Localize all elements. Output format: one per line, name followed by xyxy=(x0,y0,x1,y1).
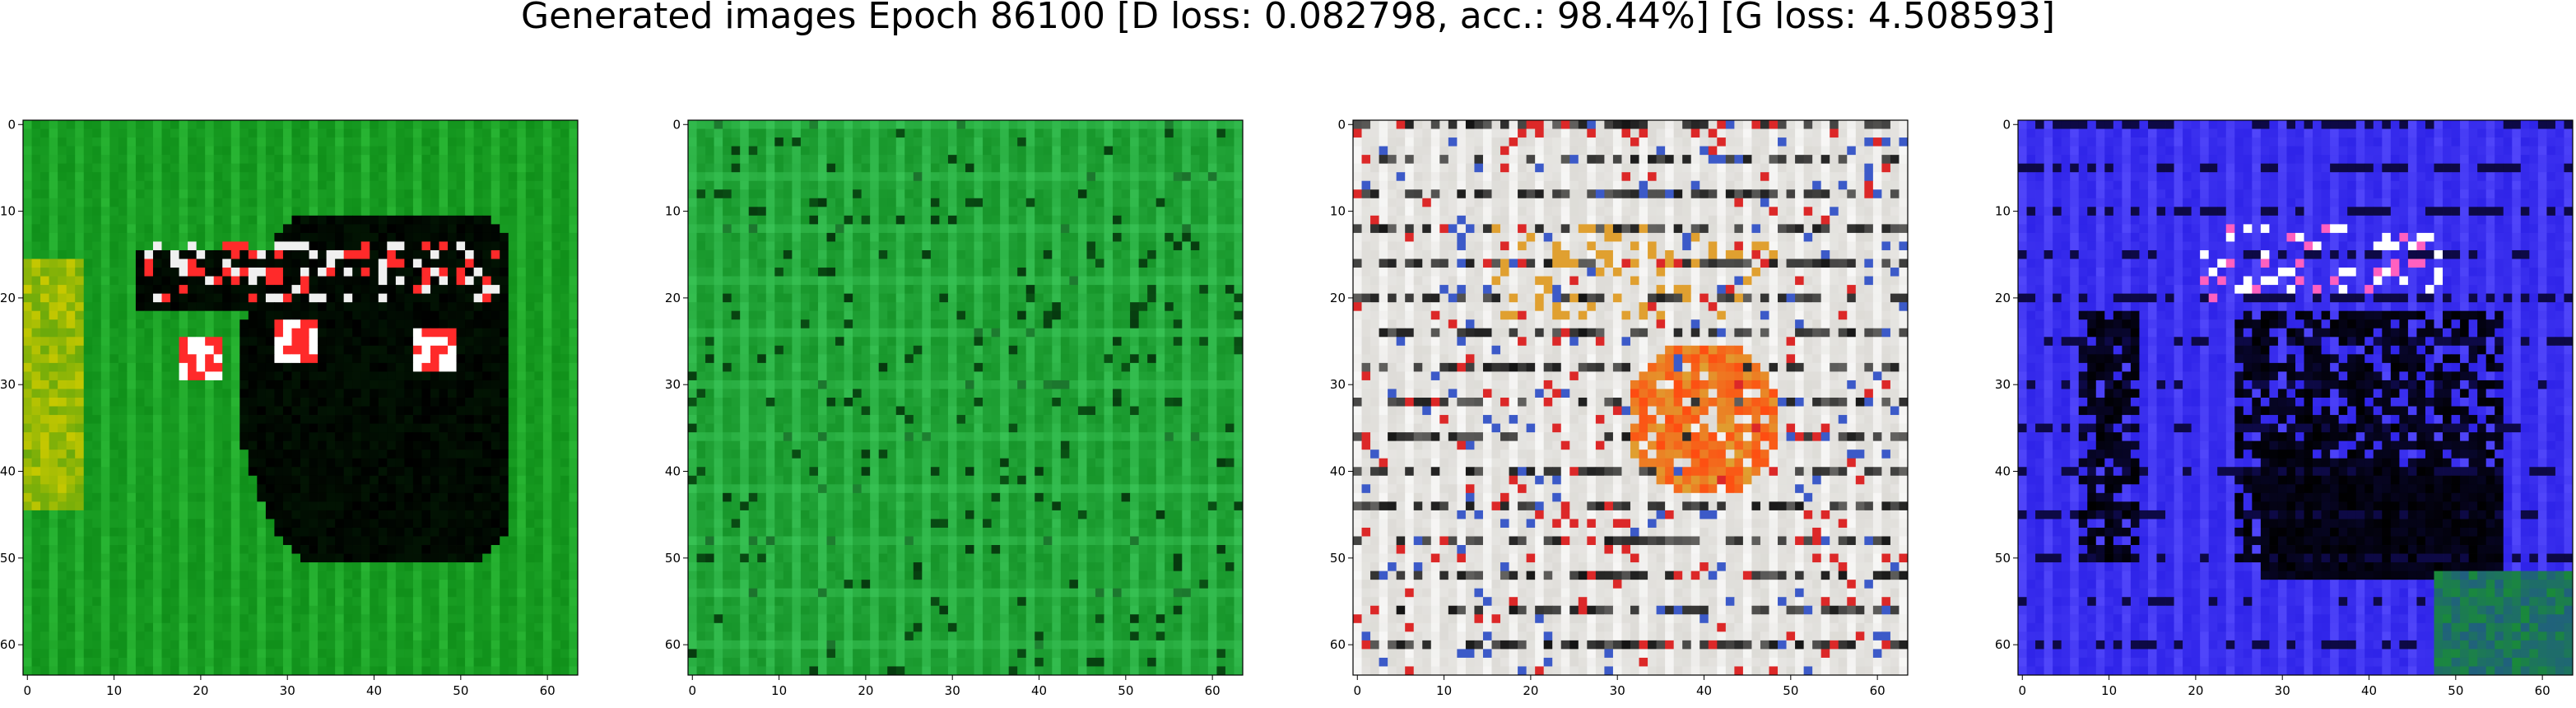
x-tick-label: 10 xyxy=(771,683,787,698)
x-tick-label: 20 xyxy=(858,683,873,698)
y-tick-label: 30 xyxy=(1330,377,1346,392)
x-tick-label: 30 xyxy=(280,683,295,698)
image-pixels xyxy=(2018,120,2573,675)
image-panel-3: 0 10 20 30 40 50 60 0 10 20 30 40 50 60 xyxy=(1330,99,1939,708)
x-tick-label: 50 xyxy=(2448,683,2463,698)
y-tick-label: 50 xyxy=(1330,551,1346,566)
x-tick-label: 30 xyxy=(2275,683,2290,698)
x-tick-label: 60 xyxy=(2535,683,2550,698)
y-tick-label: 10 xyxy=(0,204,16,219)
y-tick-label: 30 xyxy=(1995,377,2011,392)
x-tick-label: 40 xyxy=(1031,683,1047,698)
y-tick-label: 10 xyxy=(1330,204,1346,219)
x-tick-label: 50 xyxy=(1783,683,1798,698)
figure-title: Generated images Epoch 86100 [D loss: 0.… xyxy=(0,0,2576,46)
x-tick-label: 0 xyxy=(2018,683,2026,698)
x-tick-label: 0 xyxy=(23,683,31,698)
x-tick-label: 60 xyxy=(1870,683,1886,698)
y-tick-label: 60 xyxy=(1330,637,1346,652)
y-tick-label: 60 xyxy=(0,637,16,652)
y-tick-label: 40 xyxy=(665,464,681,479)
x-tick-label: 40 xyxy=(366,683,382,698)
y-tick-label: 40 xyxy=(1995,464,2011,479)
image-pixels xyxy=(23,120,578,675)
x-tick-label: 0 xyxy=(1353,683,1361,698)
y-tick-label: 20 xyxy=(665,291,681,305)
y-tick-label: 40 xyxy=(0,464,16,479)
y-tick-label: 10 xyxy=(665,204,681,219)
x-tick-label: 30 xyxy=(1610,683,1625,698)
x-tick-label: 60 xyxy=(1205,683,1221,698)
y-tick-label: 30 xyxy=(665,377,681,392)
x-tick-label: 40 xyxy=(1696,683,1712,698)
y-tick-label: 40 xyxy=(1330,464,1346,479)
x-tick-label: 0 xyxy=(688,683,696,698)
image-panel-2: 0 10 20 30 40 50 60 0 10 20 30 40 50 60 xyxy=(665,99,1274,708)
x-tick-label: 10 xyxy=(1436,683,1452,698)
y-tick-label: 20 xyxy=(1330,291,1346,305)
y-tick-label: 60 xyxy=(1995,637,2011,652)
y-tick-label: 50 xyxy=(665,551,681,566)
x-tick-label: 30 xyxy=(945,683,960,698)
image-panel-4: 0 10 20 30 40 50 60 0 10 20 30 40 50 60 xyxy=(1995,99,2576,708)
y-tick-label: 60 xyxy=(665,637,681,652)
image-pixels xyxy=(1353,120,1908,675)
image-pixels xyxy=(688,120,1243,675)
y-tick-label: 20 xyxy=(0,291,16,305)
x-tick-label: 10 xyxy=(106,683,122,698)
image-panel-1: 0 10 20 30 40 50 60 0 10 20 30 40 50 60 xyxy=(0,99,609,708)
y-tick-label: 0 xyxy=(1337,117,1346,132)
y-tick-label: 50 xyxy=(0,551,16,566)
x-tick-label: 60 xyxy=(540,683,556,698)
x-tick-label: 50 xyxy=(453,683,468,698)
x-tick-label: 50 xyxy=(1118,683,1133,698)
x-tick-label: 20 xyxy=(1523,683,1538,698)
x-tick-label: 10 xyxy=(2101,683,2117,698)
x-tick-label: 40 xyxy=(2361,683,2377,698)
y-tick-label: 0 xyxy=(7,117,16,132)
x-tick-label: 20 xyxy=(2188,683,2203,698)
y-tick-label: 10 xyxy=(1995,204,2011,219)
y-tick-label: 20 xyxy=(1995,291,2011,305)
y-tick-label: 30 xyxy=(0,377,16,392)
x-tick-label: 20 xyxy=(193,683,208,698)
y-tick-label: 0 xyxy=(2002,117,2011,132)
y-tick-label: 50 xyxy=(1995,551,2011,566)
y-tick-label: 0 xyxy=(672,117,681,132)
